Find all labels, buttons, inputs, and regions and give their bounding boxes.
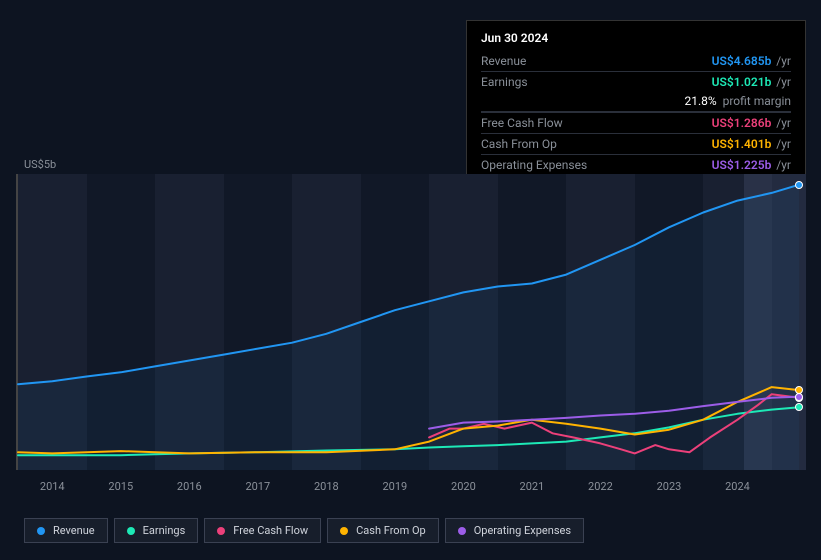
- legend-item-earnings[interactable]: Earnings: [114, 518, 199, 543]
- x-tick-label: 2017: [245, 480, 270, 493]
- plot-area[interactable]: [18, 174, 806, 470]
- y-axis-max-label: US$5b: [24, 158, 56, 171]
- tooltip-metric-label: Free Cash Flow: [481, 116, 563, 130]
- tooltip-metric-value: US$1.021b /yr: [712, 75, 791, 89]
- x-axis: 2014 2015 2016 2017 2018 2019 2020 2021 2022 2023…: [18, 480, 806, 500]
- legend-label: Operating Expenses: [474, 524, 571, 537]
- legend-item-cash-from-op[interactable]: Cash From Op: [327, 518, 439, 543]
- x-tick-label: 2024: [725, 480, 750, 493]
- series-end-marker: [795, 393, 803, 401]
- x-tick-label: 2022: [588, 480, 613, 493]
- tooltip-metric-value: US$1.401b /yr: [712, 137, 791, 151]
- tooltip-metric-label: Revenue: [481, 54, 526, 68]
- legend-label: Cash From Op: [356, 524, 426, 537]
- tooltip-row: Free Cash Flow US$1.286b /yr: [481, 112, 791, 133]
- tooltip-profit-margin: 21.8% profit margin: [481, 92, 791, 112]
- x-tick-label: 2020: [451, 480, 476, 493]
- tooltip-row: Cash From Op US$1.401b /yr: [481, 133, 791, 154]
- x-tick-label: 2021: [520, 480, 545, 493]
- legend-dot-icon: [217, 527, 225, 535]
- x-tick-label: 2023: [657, 480, 682, 493]
- tooltip-metric-value: US$1.286b /yr: [712, 116, 791, 130]
- legend-label: Revenue: [53, 524, 95, 537]
- x-tick-label: 2019: [382, 480, 407, 493]
- legend-item-free-cash-flow[interactable]: Free Cash Flow: [204, 518, 321, 543]
- tooltip-metric-label: Cash From Op: [481, 137, 557, 151]
- tooltip-metric-value: US$4.685b /yr: [712, 54, 791, 68]
- x-tick-label: 2018: [314, 480, 339, 493]
- financial-line-chart[interactable]: US$5b US$0 20142015201620172018201920202…: [18, 160, 806, 510]
- series-end-marker: [795, 181, 803, 189]
- legend-item-revenue[interactable]: Revenue: [24, 518, 108, 543]
- tooltip-date: Jun 30 2024: [481, 31, 791, 45]
- legend-dot-icon: [37, 527, 45, 535]
- legend-label: Earnings: [143, 524, 186, 537]
- x-tick-label: 2015: [108, 480, 133, 493]
- tooltip-row: Earnings US$1.021b /yr: [481, 71, 791, 92]
- series-end-marker: [795, 403, 803, 411]
- chart-legend: Revenue Earnings Free Cash Flow Cash From O…: [24, 518, 584, 543]
- legend-label: Free Cash Flow: [233, 524, 308, 537]
- legend-dot-icon: [127, 527, 135, 535]
- legend-dot-icon: [458, 527, 466, 535]
- legend-item-operating-expenses[interactable]: Operating Expenses: [445, 518, 584, 543]
- tooltip-row: Revenue US$4.685b /yr: [481, 51, 791, 71]
- x-tick-label: 2014: [40, 480, 65, 493]
- legend-dot-icon: [340, 527, 348, 535]
- tooltip-metric-label: Earnings: [481, 75, 528, 89]
- x-tick-label: 2016: [177, 480, 202, 493]
